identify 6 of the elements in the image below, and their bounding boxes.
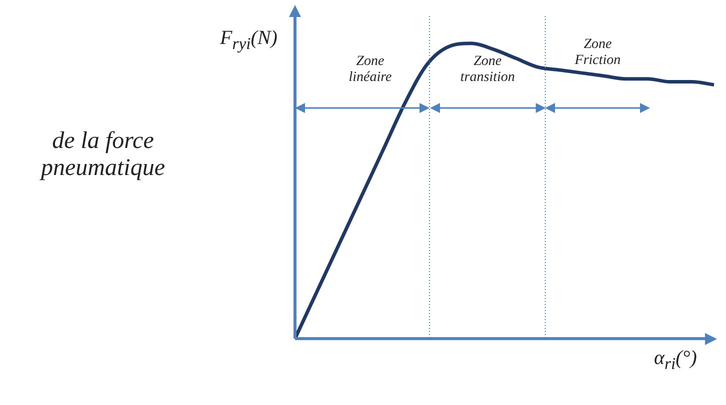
- annotation: Zone linéaire: [348, 54, 392, 86]
- annotation: Zone transition: [460, 54, 515, 86]
- text: de la force pneumatique: [41, 128, 165, 182]
- y-axis-title: F$_{ryi}$(N): [220, 26, 278, 54]
- annotation: Zone Friction: [574, 37, 621, 69]
- x-axis-title: α$_{ri}$(°): [654, 347, 697, 374]
